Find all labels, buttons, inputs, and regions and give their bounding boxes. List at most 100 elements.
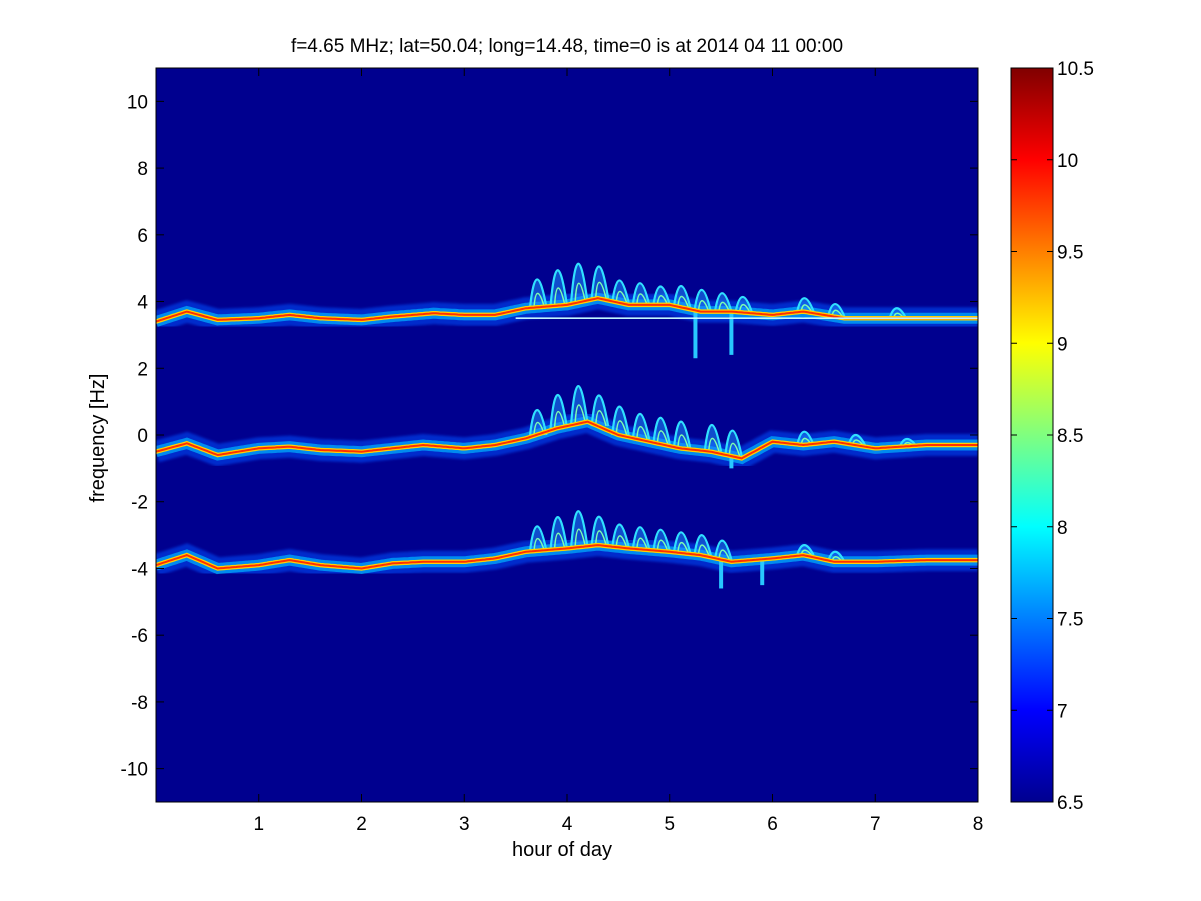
x-tick-label: 6: [767, 814, 778, 835]
colorbar-tick-label: 6.5: [1057, 793, 1083, 814]
trace-core: [156, 420, 978, 460]
burst-echo: [631, 526, 651, 550]
burst-echo: [528, 278, 548, 308]
y-tick-label: 10: [127, 92, 148, 113]
y-tick-label: 2: [137, 359, 148, 380]
burst-echo: [631, 282, 651, 306]
burst-echo: [693, 533, 712, 556]
burst-echo-inner: [594, 281, 607, 299]
y-tick-label: 6: [137, 226, 148, 247]
y-tick-label: 4: [137, 293, 148, 314]
signal-trace-2: [156, 385, 978, 471]
burst-echo-inner: [574, 282, 587, 303]
colorbar-tick-label: 9.5: [1057, 243, 1083, 264]
burst-echo-inner: [656, 294, 669, 306]
x-tick-label: 4: [562, 814, 573, 835]
burst-echo: [672, 531, 692, 554]
burst-echo-inner: [697, 299, 710, 312]
burst-echo: [611, 523, 630, 548]
burst-echo: [570, 385, 589, 425]
burst-echo: [652, 416, 671, 445]
burst-echo: [672, 420, 692, 449]
burst-echo-inner: [615, 420, 628, 436]
burst-echo-inner: [533, 537, 546, 552]
burst-echo: [734, 295, 753, 313]
burst-echo-inner: [594, 530, 607, 546]
x-tick-label: 7: [870, 814, 881, 835]
burst-echo-inner: [615, 290, 628, 303]
burst-echo-inner: [636, 293, 648, 306]
burst-echo-inner: [656, 539, 669, 552]
burst-echo-inner: [718, 301, 731, 312]
colorbar-tick-label: 7.5: [1057, 610, 1083, 631]
x-tick-label: 8: [973, 814, 984, 835]
y-tick-label: -6: [131, 626, 148, 647]
x-tick-label: 2: [356, 814, 367, 835]
y-tick-label: -2: [131, 493, 148, 514]
y-tick-label: 0: [137, 426, 148, 447]
burst-echo: [693, 289, 712, 312]
burst-echo: [570, 262, 589, 303]
burst-echo-inner: [553, 287, 566, 306]
y-tick-label: 8: [137, 159, 148, 180]
y-tick-label: -8: [131, 693, 148, 714]
colorbar: [1010, 67, 1054, 803]
burst-echo: [713, 292, 733, 312]
burst-echo-inner: [697, 544, 710, 556]
y-tick-label: -10: [121, 760, 148, 781]
burst-echo: [652, 528, 671, 552]
y-axis-ticks: 10 8 6 4 2 0 -2 -4 -6 -8 -10: [121, 92, 978, 781]
colorbar-tick-label: 10.5: [1057, 59, 1094, 80]
burst-echo-inner: [553, 532, 566, 550]
burst-echo: [590, 515, 610, 546]
burst-echo-inner: [574, 404, 587, 425]
burst-echo-inner: [677, 434, 690, 449]
burst-echo: [631, 413, 651, 440]
burst-echo-inner: [533, 292, 546, 308]
burst-echo-inner: [615, 535, 628, 548]
burst-echo: [796, 297, 815, 312]
colorbar-tick-label: 7: [1057, 701, 1068, 722]
colorbar-tick-label: 10: [1057, 151, 1078, 172]
burst-echo: [549, 269, 569, 306]
burst-echo: [528, 409, 548, 436]
burst-echo: [826, 302, 846, 317]
x-tick-label: 1: [253, 814, 264, 835]
burst-echo-inner: [574, 528, 587, 548]
burst-echo: [611, 405, 630, 436]
burst-echo: [713, 539, 733, 560]
chart-title: f=4.65 MHz; lat=50.04; long=14.48, time=…: [291, 36, 843, 57]
burst-echo-inner: [636, 537, 648, 550]
y-tick-label: -4: [131, 559, 148, 580]
trace-core: [156, 544, 978, 570]
x-axis-label: hour of day: [512, 839, 612, 861]
burst-echo: [724, 429, 743, 457]
burst-echo-inner: [677, 295, 689, 308]
colorbar-tick-label: 8.5: [1057, 426, 1083, 447]
burst-echo: [528, 525, 548, 552]
burst-echo-inner: [636, 425, 648, 440]
burst-echo: [796, 544, 815, 556]
burst-echo: [796, 430, 815, 446]
x-tick-label: 3: [459, 814, 470, 835]
burst-echo: [590, 394, 610, 427]
heatmap-layer: [156, 262, 978, 589]
burst-echo: [672, 284, 692, 308]
burst-echo-inner: [677, 541, 689, 554]
burst-echo-inner: [718, 549, 731, 560]
burst-echo: [652, 285, 671, 306]
colorbar-tick-label: 8: [1057, 518, 1068, 539]
colorbar-ticks: 6.5 7 7.5 8 8.5 9 9.5 10 10.5: [1011, 59, 1094, 814]
y-axis-label: frequency [Hz]: [87, 374, 109, 503]
burst-echo-inner: [656, 430, 669, 445]
burst-echo: [549, 393, 569, 429]
burst-echo: [549, 516, 569, 550]
signal-trace-3: [156, 510, 978, 589]
burst-echo: [611, 279, 630, 303]
burst-echo-inner: [728, 442, 741, 457]
x-tick-label: 5: [664, 814, 675, 835]
burst-echo: [570, 510, 589, 548]
burst-echo: [888, 307, 908, 319]
colorbar-tick-label: 9: [1057, 334, 1068, 355]
